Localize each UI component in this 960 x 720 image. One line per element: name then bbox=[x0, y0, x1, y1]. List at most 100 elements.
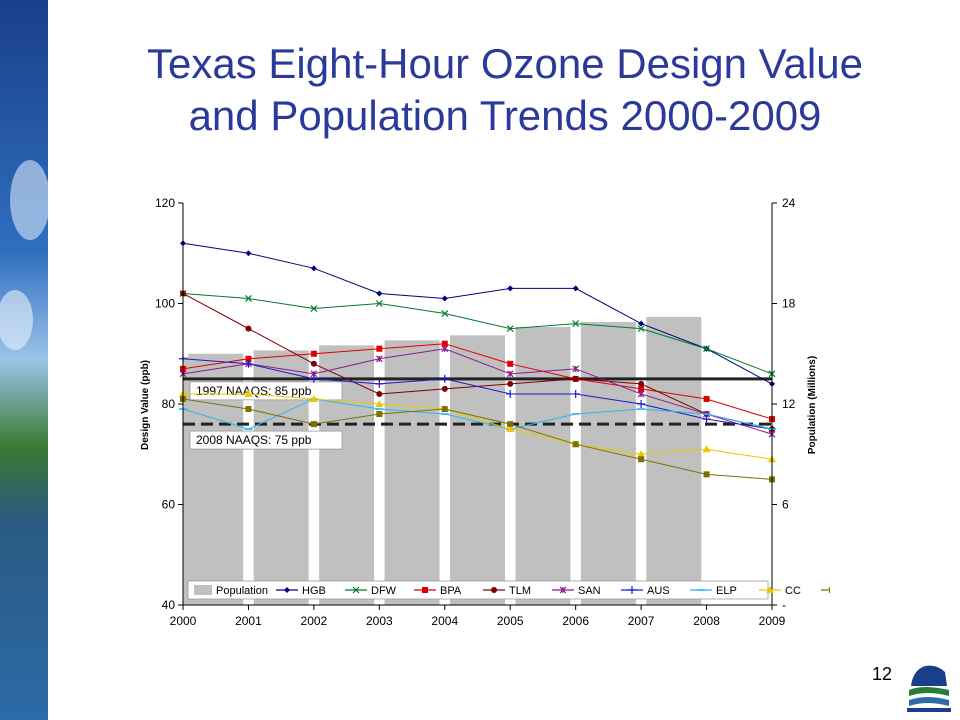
y-tick-label: 120 bbox=[155, 196, 175, 210]
legend-item-vic: VIC bbox=[821, 587, 830, 593]
population-bar bbox=[450, 335, 505, 605]
data-point bbox=[376, 345, 383, 352]
data-point bbox=[309, 394, 318, 402]
legend-item-dfw: DFW bbox=[345, 585, 397, 597]
legend-label: BPA bbox=[440, 585, 462, 597]
data-point bbox=[375, 400, 384, 407]
data-point bbox=[572, 441, 579, 448]
data-point bbox=[310, 360, 317, 367]
data-point bbox=[375, 355, 383, 363]
data-point bbox=[766, 586, 774, 593]
data-point bbox=[507, 380, 514, 387]
data-point bbox=[376, 411, 383, 418]
x-tick-label: 2009 bbox=[759, 614, 786, 628]
legend-label: TLM bbox=[509, 585, 531, 597]
legend-item-aus: AUS bbox=[621, 585, 670, 597]
data-point bbox=[572, 365, 580, 373]
population-bar bbox=[515, 326, 571, 605]
population-bar bbox=[384, 340, 440, 605]
data-point bbox=[422, 587, 428, 593]
x-tick-label: 2001 bbox=[235, 614, 262, 628]
x-tick-label: 2008 bbox=[693, 614, 720, 628]
axes: 40 60 80 100 120 - 6 12 18 24 2000 2001 2002 2003 2004… bbox=[155, 196, 796, 628]
data-point bbox=[284, 587, 290, 593]
data-point bbox=[507, 421, 514, 428]
data-point bbox=[702, 445, 711, 453]
data-point bbox=[245, 295, 252, 302]
data-point bbox=[702, 415, 711, 424]
legend-swatch bbox=[194, 585, 212, 595]
data-point bbox=[637, 325, 645, 333]
x-tick-label: 2002 bbox=[301, 614, 328, 628]
legend-item-tlm: TLM bbox=[483, 585, 531, 597]
ozone-population-chart: 1997 NAAQS: 85 ppb 2008 NAAQS: 75 ppb 40 6… bbox=[140, 196, 830, 628]
data-point bbox=[703, 395, 710, 402]
slide-title-line1: Texas Eight-Hour Ozone Design Value bbox=[147, 40, 863, 87]
series-lines bbox=[179, 240, 776, 483]
data-point bbox=[310, 305, 318, 312]
data-point bbox=[507, 285, 514, 292]
y2-tick-label: 18 bbox=[782, 297, 796, 311]
y-tick-label: 80 bbox=[162, 397, 176, 411]
population-bars bbox=[183, 316, 702, 605]
data-point bbox=[703, 345, 710, 353]
data-point bbox=[244, 359, 253, 368]
data-point bbox=[375, 300, 383, 307]
y2-axis-label: Population (Millions) bbox=[807, 356, 818, 454]
data-point bbox=[376, 290, 383, 297]
series-line bbox=[182, 343, 773, 420]
slide-number: 12 bbox=[872, 664, 893, 684]
legend-item-hgb: HGB bbox=[276, 585, 326, 597]
x-tick-label: 2000 bbox=[170, 614, 197, 628]
legend-item-population: Population bbox=[194, 585, 268, 597]
data-point bbox=[637, 390, 645, 398]
reference-label-box bbox=[189, 381, 343, 401]
y-tick-label: 40 bbox=[162, 598, 176, 612]
data-point bbox=[506, 370, 514, 378]
data-point bbox=[441, 385, 448, 392]
data-point bbox=[244, 389, 253, 397]
data-point bbox=[506, 325, 514, 333]
data-point bbox=[638, 380, 645, 387]
y-tick-label: 60 bbox=[162, 498, 176, 512]
y2-tick-label: - bbox=[782, 598, 786, 612]
legend: Population HGB DFW BPA TLM SAN AUS ELP CC VIC bbox=[187, 580, 830, 600]
y-tick-label: 100 bbox=[155, 297, 175, 311]
data-point bbox=[507, 360, 514, 367]
data-point bbox=[245, 250, 252, 257]
data-point bbox=[376, 390, 383, 397]
legend-label: CC bbox=[785, 585, 801, 597]
x-tick-label: 2003 bbox=[366, 614, 393, 628]
legend-item-elp: ELP bbox=[690, 585, 737, 597]
data-point bbox=[572, 375, 579, 382]
series-line bbox=[182, 398, 773, 480]
legend-item-bpa: BPA bbox=[414, 585, 462, 597]
legend-label: Population bbox=[216, 585, 268, 597]
decorative-sky-strip bbox=[0, 0, 48, 720]
data-point bbox=[637, 450, 646, 458]
legend-label: HGB bbox=[302, 585, 326, 597]
x-tick-label: 2006 bbox=[562, 614, 589, 628]
data-point bbox=[441, 406, 448, 413]
data-point bbox=[441, 295, 448, 302]
data-point bbox=[310, 421, 317, 428]
data-point bbox=[638, 456, 645, 463]
data-point bbox=[440, 374, 449, 383]
legend-item-cc: CC bbox=[759, 585, 801, 597]
data-point bbox=[572, 285, 579, 292]
data-point bbox=[441, 340, 448, 347]
y2-tick-label: 24 bbox=[782, 196, 796, 210]
data-point bbox=[829, 587, 830, 593]
slide-title: Texas Eight-Hour Ozone Design Value and … bbox=[60, 38, 950, 142]
data-point bbox=[352, 586, 360, 594]
legend-label: ELP bbox=[716, 585, 737, 597]
data-point bbox=[506, 389, 515, 398]
legend-label: SAN bbox=[578, 585, 601, 597]
data-point bbox=[375, 379, 384, 388]
series-line bbox=[182, 398, 773, 430]
legend-item-san: SAN bbox=[552, 585, 601, 597]
x-tick-label: 2007 bbox=[628, 614, 655, 628]
data-point bbox=[638, 320, 645, 327]
data-point bbox=[506, 425, 515, 433]
y2-tick-label: 6 bbox=[782, 498, 789, 512]
